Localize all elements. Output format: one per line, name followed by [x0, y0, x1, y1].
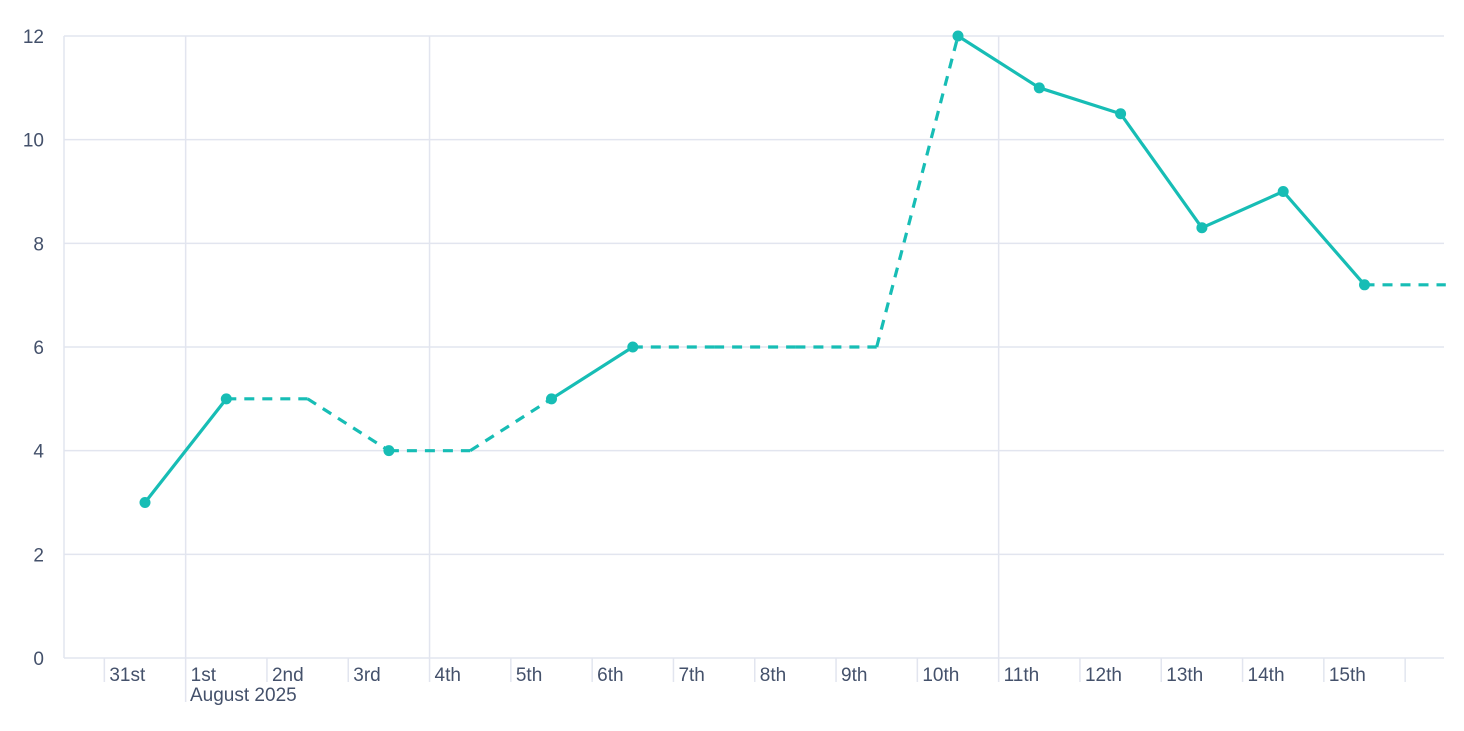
x-tick-label: 4th [435, 665, 461, 686]
line-segment [143, 397, 228, 505]
x-tick-label: 10th [922, 665, 959, 686]
x-tick-label: 8th [760, 665, 786, 686]
series-line [143, 34, 1446, 505]
series-points [139, 30, 1370, 508]
data-point [952, 30, 964, 42]
y-tick-label: 8 [33, 234, 44, 255]
y-tick-label: 12 [23, 27, 44, 48]
line-segment-dashed [469, 397, 553, 453]
x-tick-label: 6th [597, 665, 623, 686]
data-point [1115, 108, 1127, 120]
x-axis: August 2025 31st 1st 2nd 3rd 4th 5th 6th 7th 8th… [103, 658, 1406, 706]
line-segment [1200, 189, 1285, 230]
y-tick-label: 6 [33, 338, 44, 359]
x-tick-label: 2nd [272, 665, 304, 686]
line-segment-dashed [875, 35, 960, 348]
x-tick-label: 1st [191, 665, 217, 686]
gridlines [63, 35, 1444, 659]
data-point [383, 445, 395, 457]
y-tick-label: 2 [33, 545, 44, 566]
y-tick-label: 4 [33, 442, 44, 463]
x-tick-label: 9th [841, 665, 867, 686]
y-tick-label: 10 [23, 131, 44, 152]
line-segment [956, 34, 1041, 90]
data-point [1277, 186, 1289, 197]
x-tick-label: 14th [1248, 665, 1285, 686]
y-tick-label: 0 [33, 649, 44, 670]
line-segment [1118, 112, 1204, 230]
line-segment [1037, 86, 1123, 116]
x-tick-label: 15th [1329, 665, 1366, 686]
x-tick-label: 13th [1166, 665, 1203, 686]
x-tick-label: 12th [1085, 665, 1122, 686]
x-tick-label: 7th [678, 665, 704, 686]
data-point [1359, 279, 1370, 291]
x-tick-label: 5th [516, 665, 542, 686]
x-tick-label: 3rd [353, 665, 380, 686]
data-point [627, 341, 639, 353]
data-point [546, 393, 557, 405]
line-segment [549, 345, 635, 401]
x-tick-label: 31st [109, 665, 146, 686]
line-segment [1281, 189, 1367, 287]
x-axis-month-label: August 2025 [190, 685, 297, 706]
data-point [1196, 222, 1208, 234]
data-point [139, 497, 151, 508]
line-segment-dashed [306, 397, 390, 453]
y-axis: 0 2 4 6 8 10 12 [23, 27, 45, 670]
data-point [220, 393, 232, 405]
x-tick-label: 11th [1004, 665, 1040, 686]
data-point [1033, 82, 1045, 94]
